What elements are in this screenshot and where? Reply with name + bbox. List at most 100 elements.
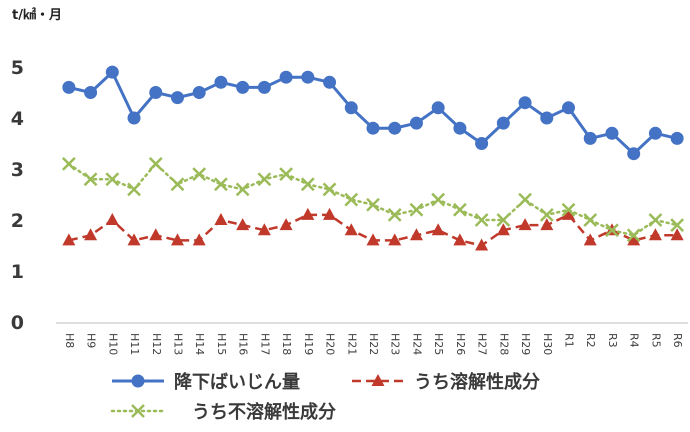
data-point — [409, 116, 423, 130]
data-point — [279, 70, 293, 84]
marker-stroke — [105, 172, 120, 187]
x-tick-label: R6 — [671, 333, 684, 348]
x-tick-label: H10 — [106, 333, 119, 355]
data-point — [366, 233, 380, 246]
x-tick-label: H20 — [324, 333, 337, 355]
data-point — [148, 157, 163, 171]
marker-stroke — [539, 208, 554, 222]
x-tick-label: H9 — [85, 333, 98, 348]
legend-label: うち不溶解性成分 — [192, 401, 336, 423]
data-point — [170, 177, 185, 192]
data-point — [257, 80, 271, 94]
x-tick-label: H29 — [519, 333, 532, 355]
series-2 — [62, 207, 684, 251]
data-point — [518, 96, 532, 110]
data-point — [540, 218, 554, 231]
data-point — [605, 126, 619, 140]
x-tick-label: H21 — [345, 333, 358, 355]
x-tick-label: H25 — [432, 333, 445, 355]
data-point — [279, 218, 293, 231]
marker-stroke — [626, 228, 641, 243]
data-point — [170, 91, 184, 105]
legend-item-2: うち溶解性成分 — [352, 371, 540, 393]
x-tick-label: H27 — [476, 333, 489, 355]
marker-stroke — [300, 177, 315, 192]
marker-stroke — [583, 213, 598, 227]
x-tick-label: H19 — [302, 333, 315, 355]
data-point — [474, 213, 489, 227]
data-point — [84, 86, 98, 99]
data-point — [496, 223, 510, 236]
data-point — [409, 228, 423, 241]
marker-stroke — [148, 157, 163, 171]
x-tick-label: H16 — [237, 333, 250, 355]
marker-stroke — [518, 192, 532, 207]
marker-stroke — [561, 202, 576, 217]
data-point — [431, 192, 446, 207]
data-point — [388, 233, 402, 246]
data-point — [300, 177, 315, 192]
data-point — [475, 137, 489, 150]
data-point — [127, 233, 141, 246]
data-point — [62, 80, 76, 94]
data-point — [149, 228, 163, 241]
marker-stroke — [131, 404, 145, 418]
x-tick-label: H18 — [280, 333, 293, 355]
data-point — [626, 228, 641, 243]
data-point — [257, 223, 271, 236]
marker-stroke — [409, 202, 424, 217]
data-point — [539, 208, 554, 222]
data-point — [431, 101, 445, 115]
data-point — [279, 167, 293, 181]
x-tick-label: H24 — [410, 333, 423, 355]
data-point — [648, 228, 662, 241]
series-group — [61, 65, 685, 251]
marker-stroke — [453, 202, 467, 217]
x-tick-label: R2 — [584, 333, 597, 348]
data-point — [323, 75, 337, 89]
data-point — [127, 111, 141, 125]
x-tick-label: H23 — [389, 333, 402, 355]
data-point — [105, 213, 119, 225]
marker-stroke — [127, 182, 141, 197]
data-point — [583, 213, 598, 227]
y-tick-label: 1 — [11, 261, 24, 283]
data-point — [192, 233, 206, 246]
y-unit-label: t/㎢・月 — [12, 8, 62, 23]
x-tick-label: H28 — [497, 333, 510, 355]
data-point — [214, 177, 228, 192]
y-tick-label: 3 — [11, 159, 24, 181]
data-point — [431, 223, 445, 236]
data-point — [83, 172, 98, 187]
data-point — [105, 172, 120, 187]
legend-swatch-marker — [131, 374, 145, 388]
marker-stroke — [387, 208, 402, 222]
legend-swatch-marker — [371, 374, 385, 386]
marker-stroke — [431, 192, 446, 207]
data-point — [105, 65, 119, 79]
marker-stroke — [474, 213, 489, 227]
marker-stroke — [214, 177, 228, 192]
marker-stroke — [496, 213, 511, 227]
legend-label: 降下ばいじん量 — [174, 371, 300, 393]
data-point — [540, 111, 554, 125]
data-point — [236, 80, 250, 94]
data-point — [518, 192, 532, 207]
data-point — [670, 218, 685, 232]
marker-stroke — [648, 213, 663, 227]
marker-stroke — [670, 218, 685, 232]
x-tick-label: H17 — [258, 333, 271, 355]
data-point — [648, 213, 663, 227]
data-point — [496, 213, 511, 227]
data-point — [648, 126, 662, 140]
data-point — [453, 121, 467, 135]
marker-stroke — [366, 197, 380, 212]
data-point — [475, 238, 489, 251]
marker-stroke — [279, 167, 293, 181]
series-3 — [61, 157, 685, 243]
marker-stroke — [235, 182, 250, 197]
x-tick-label: H26 — [454, 333, 467, 355]
data-point — [170, 233, 184, 246]
